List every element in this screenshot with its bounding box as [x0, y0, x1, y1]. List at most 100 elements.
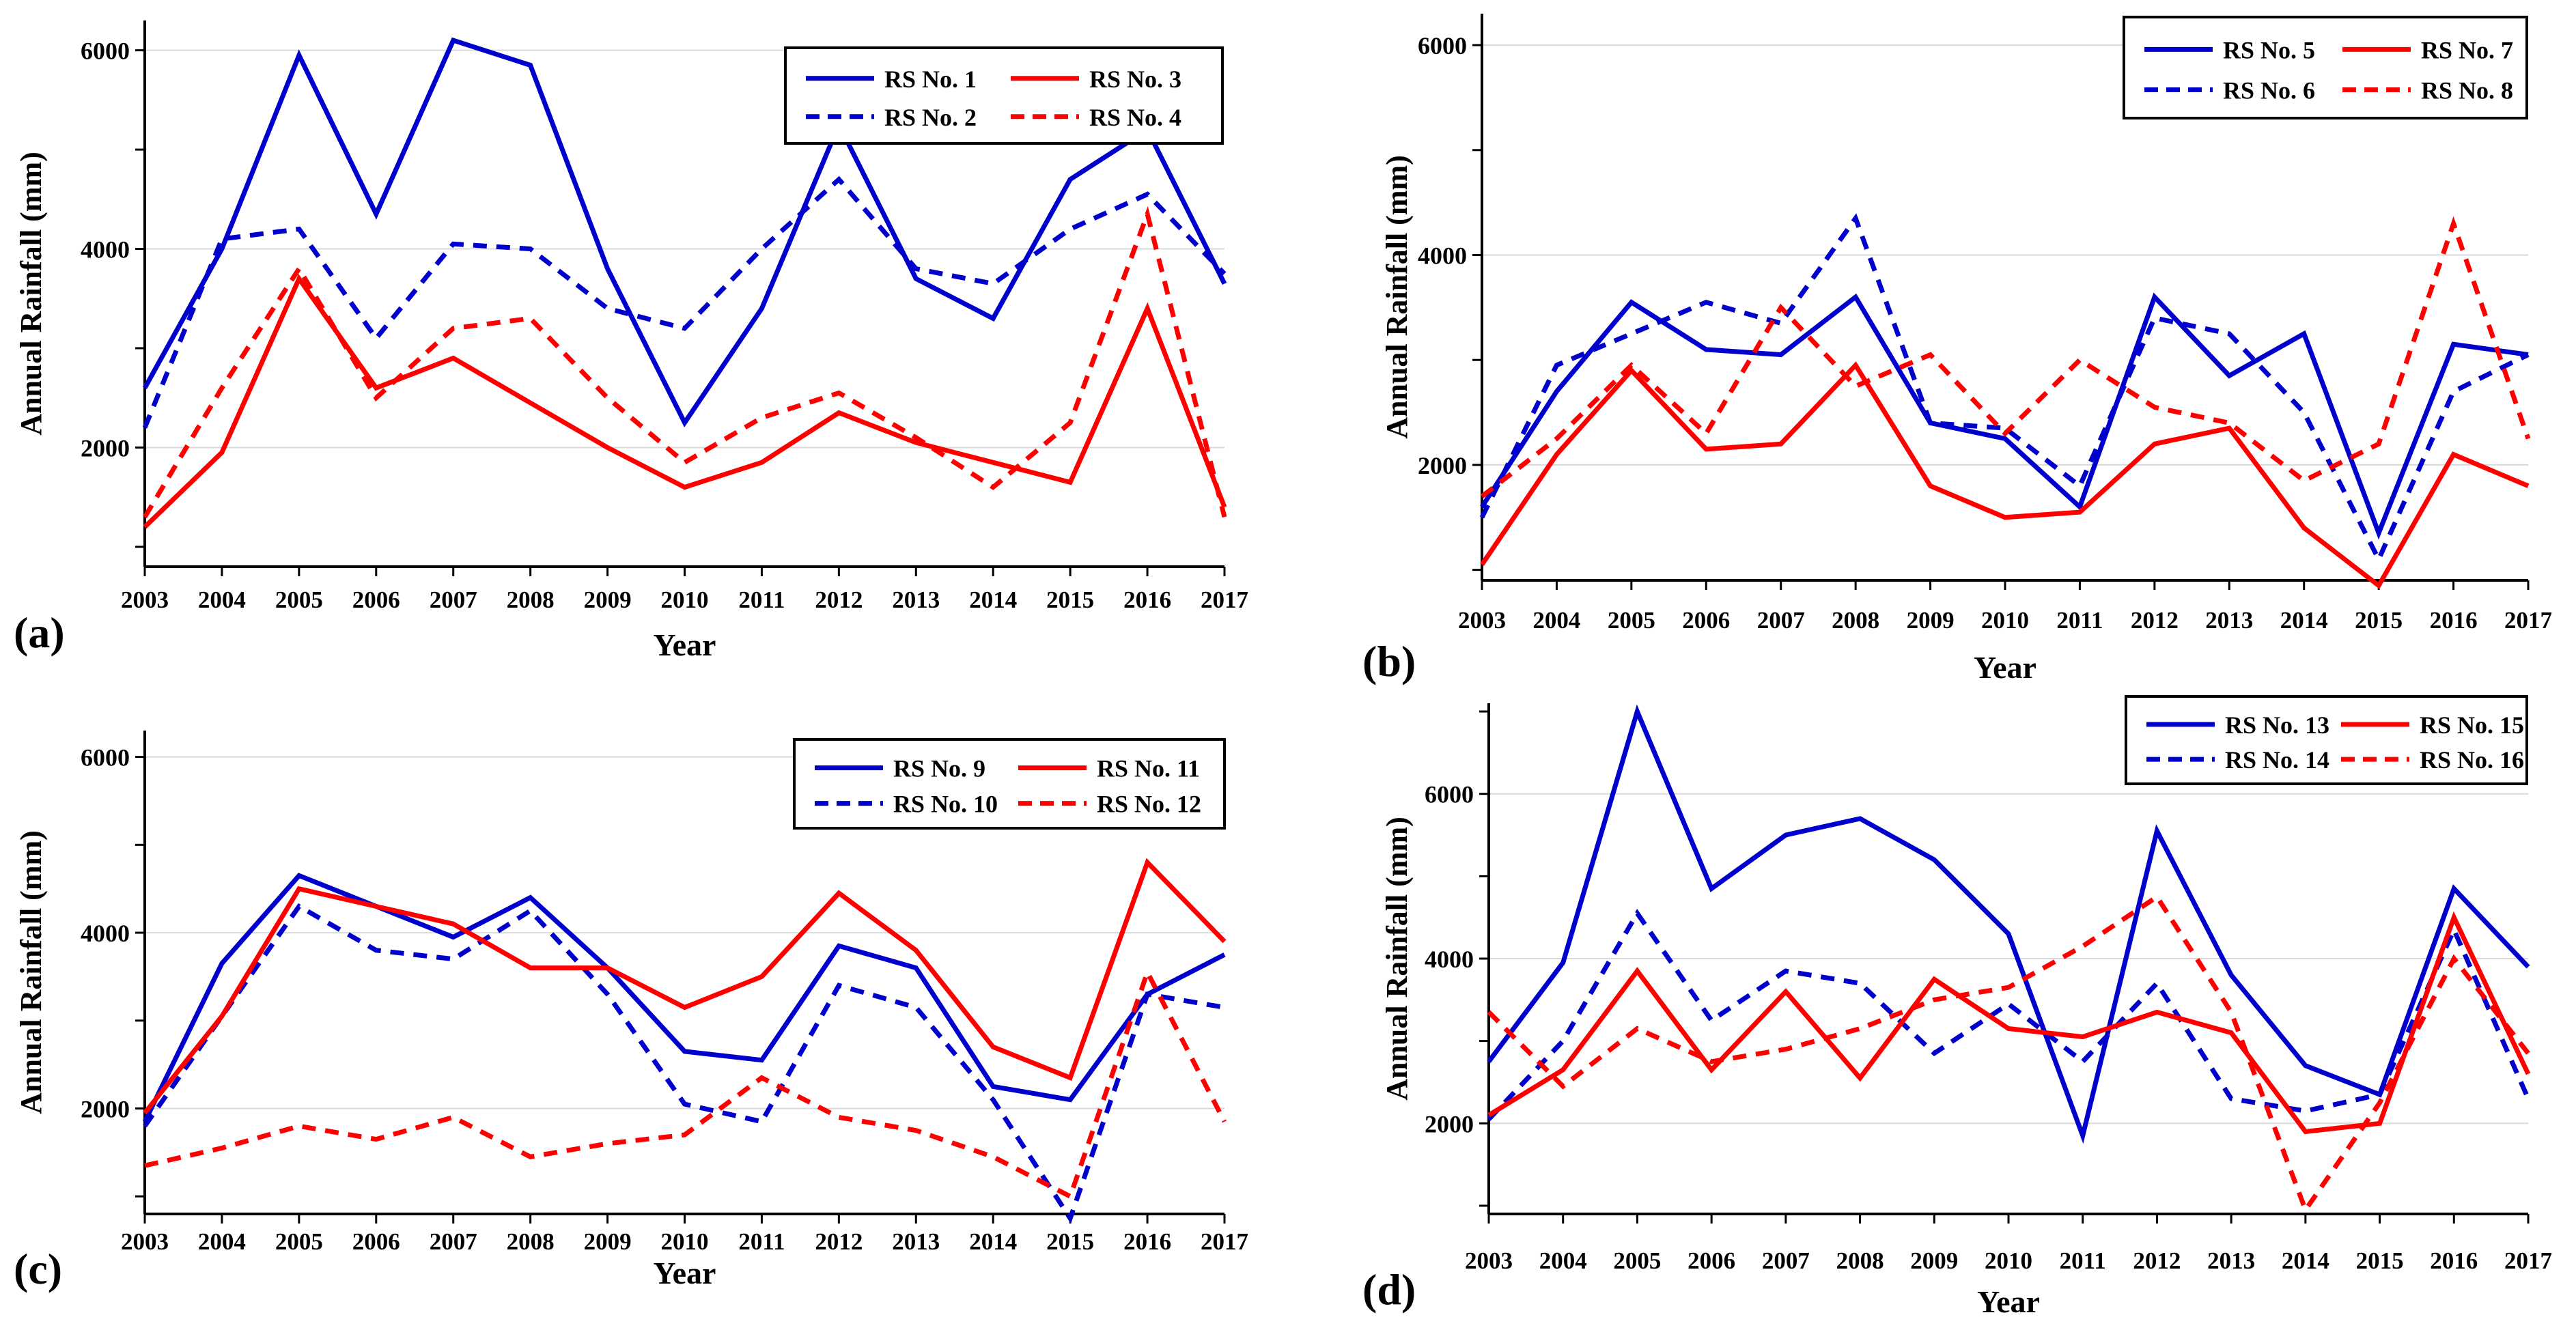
y-tick-label: 2000 — [1418, 452, 1467, 479]
x-tick-label: 2012 — [815, 1228, 863, 1255]
series-line-rs-no-2 — [142, 175, 1227, 429]
x-tick-label: 2004 — [1539, 1247, 1587, 1274]
panel-label: (d) — [1362, 1265, 1416, 1314]
x-tick-label: 2003 — [121, 1228, 169, 1255]
x-tick-label: 2010 — [661, 1228, 709, 1255]
y-axis-title: Annual Rainfall (mm) — [1380, 817, 1414, 1101]
series-line-rs-no-11 — [143, 858, 1227, 1115]
x-tick-label: 2007 — [1757, 607, 1805, 634]
legend-entry-label: RS No. 1 — [884, 66, 977, 93]
x-axis-title: Year — [1974, 650, 2036, 685]
x-tick-label: 2012 — [2133, 1247, 2181, 1274]
x-tick-label: 2008 — [1832, 607, 1879, 634]
x-tick-label: 2014 — [2282, 1247, 2329, 1274]
x-tick-label: 2017 — [2504, 607, 2552, 634]
x-tick-label: 2004 — [1532, 607, 1580, 634]
x-tick-label: 2006 — [352, 1228, 400, 1255]
y-tick-label: 6000 — [1425, 781, 1474, 808]
legend-box — [2123, 16, 2528, 119]
x-tick-label: 2017 — [1201, 586, 1248, 613]
x-tick-label: 2014 — [2280, 607, 2328, 634]
panel-label: (a) — [14, 608, 65, 657]
x-tick-label: 2003 — [121, 586, 169, 613]
legend-entry-label: RS No. 13 — [2225, 711, 2329, 739]
legend: RS No. 9 RS No. 10 RS No. 11 RS No. 12 — [793, 738, 1226, 830]
chart-panel-2: 2000 4000 6000 2003 2004 2005 2006 2007 2008 2009… — [1362, 14, 2552, 685]
x-tick-label: 2014 — [969, 1228, 1017, 1255]
x-tick-label: 2007 — [1762, 1247, 1810, 1274]
series-line-rs-no-8 — [1480, 216, 2531, 498]
x-tick-label: 2006 — [352, 586, 400, 613]
x-tick-label: 2013 — [892, 1228, 940, 1255]
legend-box — [793, 738, 1226, 830]
series-line-rs-no-3 — [143, 274, 1227, 529]
x-tick-label: 2007 — [430, 1228, 477, 1255]
y-tick-label: 4000 — [1418, 242, 1467, 270]
x-tick-label: 2016 — [1123, 1228, 1171, 1255]
series-line-rs-no-16 — [1487, 893, 2530, 1215]
x-tick-label: 2012 — [815, 586, 863, 613]
x-tick-label: 2016 — [1123, 586, 1171, 613]
x-tick-label: 2009 — [1910, 1247, 1958, 1274]
x-tick-label: 2009 — [584, 1228, 632, 1255]
x-tick-label: 2005 — [275, 586, 323, 613]
series-line-rs-no-1 — [142, 37, 1227, 428]
y-axis-title: Annual Rainfall (mm) — [14, 152, 48, 436]
y-axis-title: Annual Rainfall (mm) — [1380, 155, 1414, 439]
series-line-rs-no-12 — [144, 966, 1227, 1200]
legend-entry-label: RS No. 4 — [1089, 104, 1181, 131]
x-tick-label: 2003 — [1458, 607, 1506, 634]
x-tick-label: 2003 — [1465, 1247, 1513, 1274]
legend: RS No. 1 RS No. 2 RS No. 3 RS No. 4 — [784, 46, 1224, 145]
y-tick-label: 4000 — [81, 920, 130, 947]
x-tick-label: 2005 — [275, 1228, 323, 1255]
y-tick-label: 6000 — [81, 744, 130, 772]
legend-box — [2125, 695, 2528, 785]
x-tick-label: 2008 — [507, 1228, 555, 1255]
x-tick-label: 2005 — [1613, 1247, 1661, 1274]
x-tick-label: 2017 — [1201, 1228, 1248, 1255]
panel-label: (c) — [14, 1245, 62, 1293]
x-tick-label: 2016 — [2430, 1247, 2478, 1274]
x-axis-title: Year — [654, 1256, 716, 1290]
x-tick-label: 2005 — [1608, 607, 1655, 634]
series-line-rs-no-15 — [1487, 911, 2531, 1135]
legend-entry-label: RS No. 3 — [1089, 66, 1181, 93]
x-tick-label: 2017 — [2504, 1247, 2552, 1274]
legend-entry-label: RS No. 7 — [2421, 36, 2513, 63]
x-tick-label: 2008 — [1836, 1247, 1884, 1274]
panel-label: (b) — [1362, 637, 1416, 685]
x-tick-label: 2008 — [507, 586, 555, 613]
chart-panel-3: 2000 4000 6000 2003 2004 2005 2006 2007 2008 2009… — [14, 731, 1248, 1293]
chart-panel-4: 2000 4000 6000 2003 2004 2005 2006 2007 2008 2009… — [1362, 695, 2552, 1319]
x-tick-label: 2015 — [1046, 1228, 1094, 1255]
x-tick-label: 2004 — [198, 586, 246, 613]
x-tick-label: 2004 — [198, 1228, 246, 1255]
x-tick-label: 2015 — [2356, 1247, 2404, 1274]
legend-entry-label: RS No. 2 — [884, 104, 977, 131]
series-line-rs-no-7 — [1480, 361, 2530, 589]
x-tick-label: 2006 — [1682, 607, 1730, 634]
x-tick-label: 2011 — [2060, 1247, 2106, 1274]
x-tick-label: 2015 — [1046, 586, 1094, 613]
series-line-rs-no-10 — [143, 903, 1225, 1224]
x-axis-title: Year — [1977, 1284, 2040, 1319]
x-tick-label: 2012 — [2131, 607, 2179, 634]
legend-entry-label: RS No. 12 — [1097, 791, 1201, 818]
legend-entry-label: RS No. 6 — [2223, 77, 2315, 104]
series-line-rs-no-4 — [142, 206, 1227, 519]
legend-entry-label: RS No. 10 — [893, 791, 998, 818]
legend-entry-label: RS No. 5 — [2223, 36, 2315, 63]
y-tick-label: 2000 — [81, 1096, 130, 1123]
legend-entry-label: RS No. 11 — [1097, 755, 1200, 782]
x-tick-label: 2011 — [2056, 607, 2103, 634]
x-tick-label: 2013 — [2205, 607, 2253, 634]
y-tick-label: 2000 — [81, 434, 130, 462]
series-line-rs-no-14 — [1487, 909, 2531, 1121]
series-line-rs-no-9 — [142, 873, 1226, 1123]
legend-entry-label: RS No. 8 — [2421, 77, 2513, 104]
legend-box — [784, 46, 1224, 145]
x-axis-title: Year — [654, 627, 716, 662]
x-tick-label: 2006 — [1688, 1247, 1735, 1274]
